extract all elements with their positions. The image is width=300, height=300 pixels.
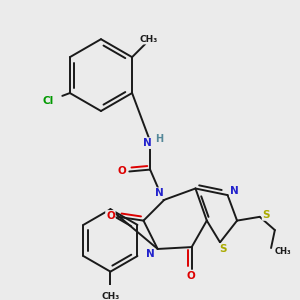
- Text: O: O: [186, 272, 195, 281]
- Text: H: H: [155, 134, 164, 144]
- Text: S: S: [219, 244, 226, 254]
- Text: N: N: [230, 186, 239, 196]
- Text: O: O: [117, 167, 126, 176]
- Text: CH₃: CH₃: [101, 292, 119, 300]
- Text: CH₃: CH₃: [275, 247, 292, 256]
- Text: Cl: Cl: [43, 96, 54, 106]
- Text: N: N: [143, 138, 152, 148]
- Text: CH₃: CH₃: [140, 35, 158, 44]
- Text: N: N: [155, 188, 164, 198]
- Text: N: N: [146, 249, 154, 259]
- Text: O: O: [106, 211, 115, 221]
- Text: S: S: [262, 210, 270, 220]
